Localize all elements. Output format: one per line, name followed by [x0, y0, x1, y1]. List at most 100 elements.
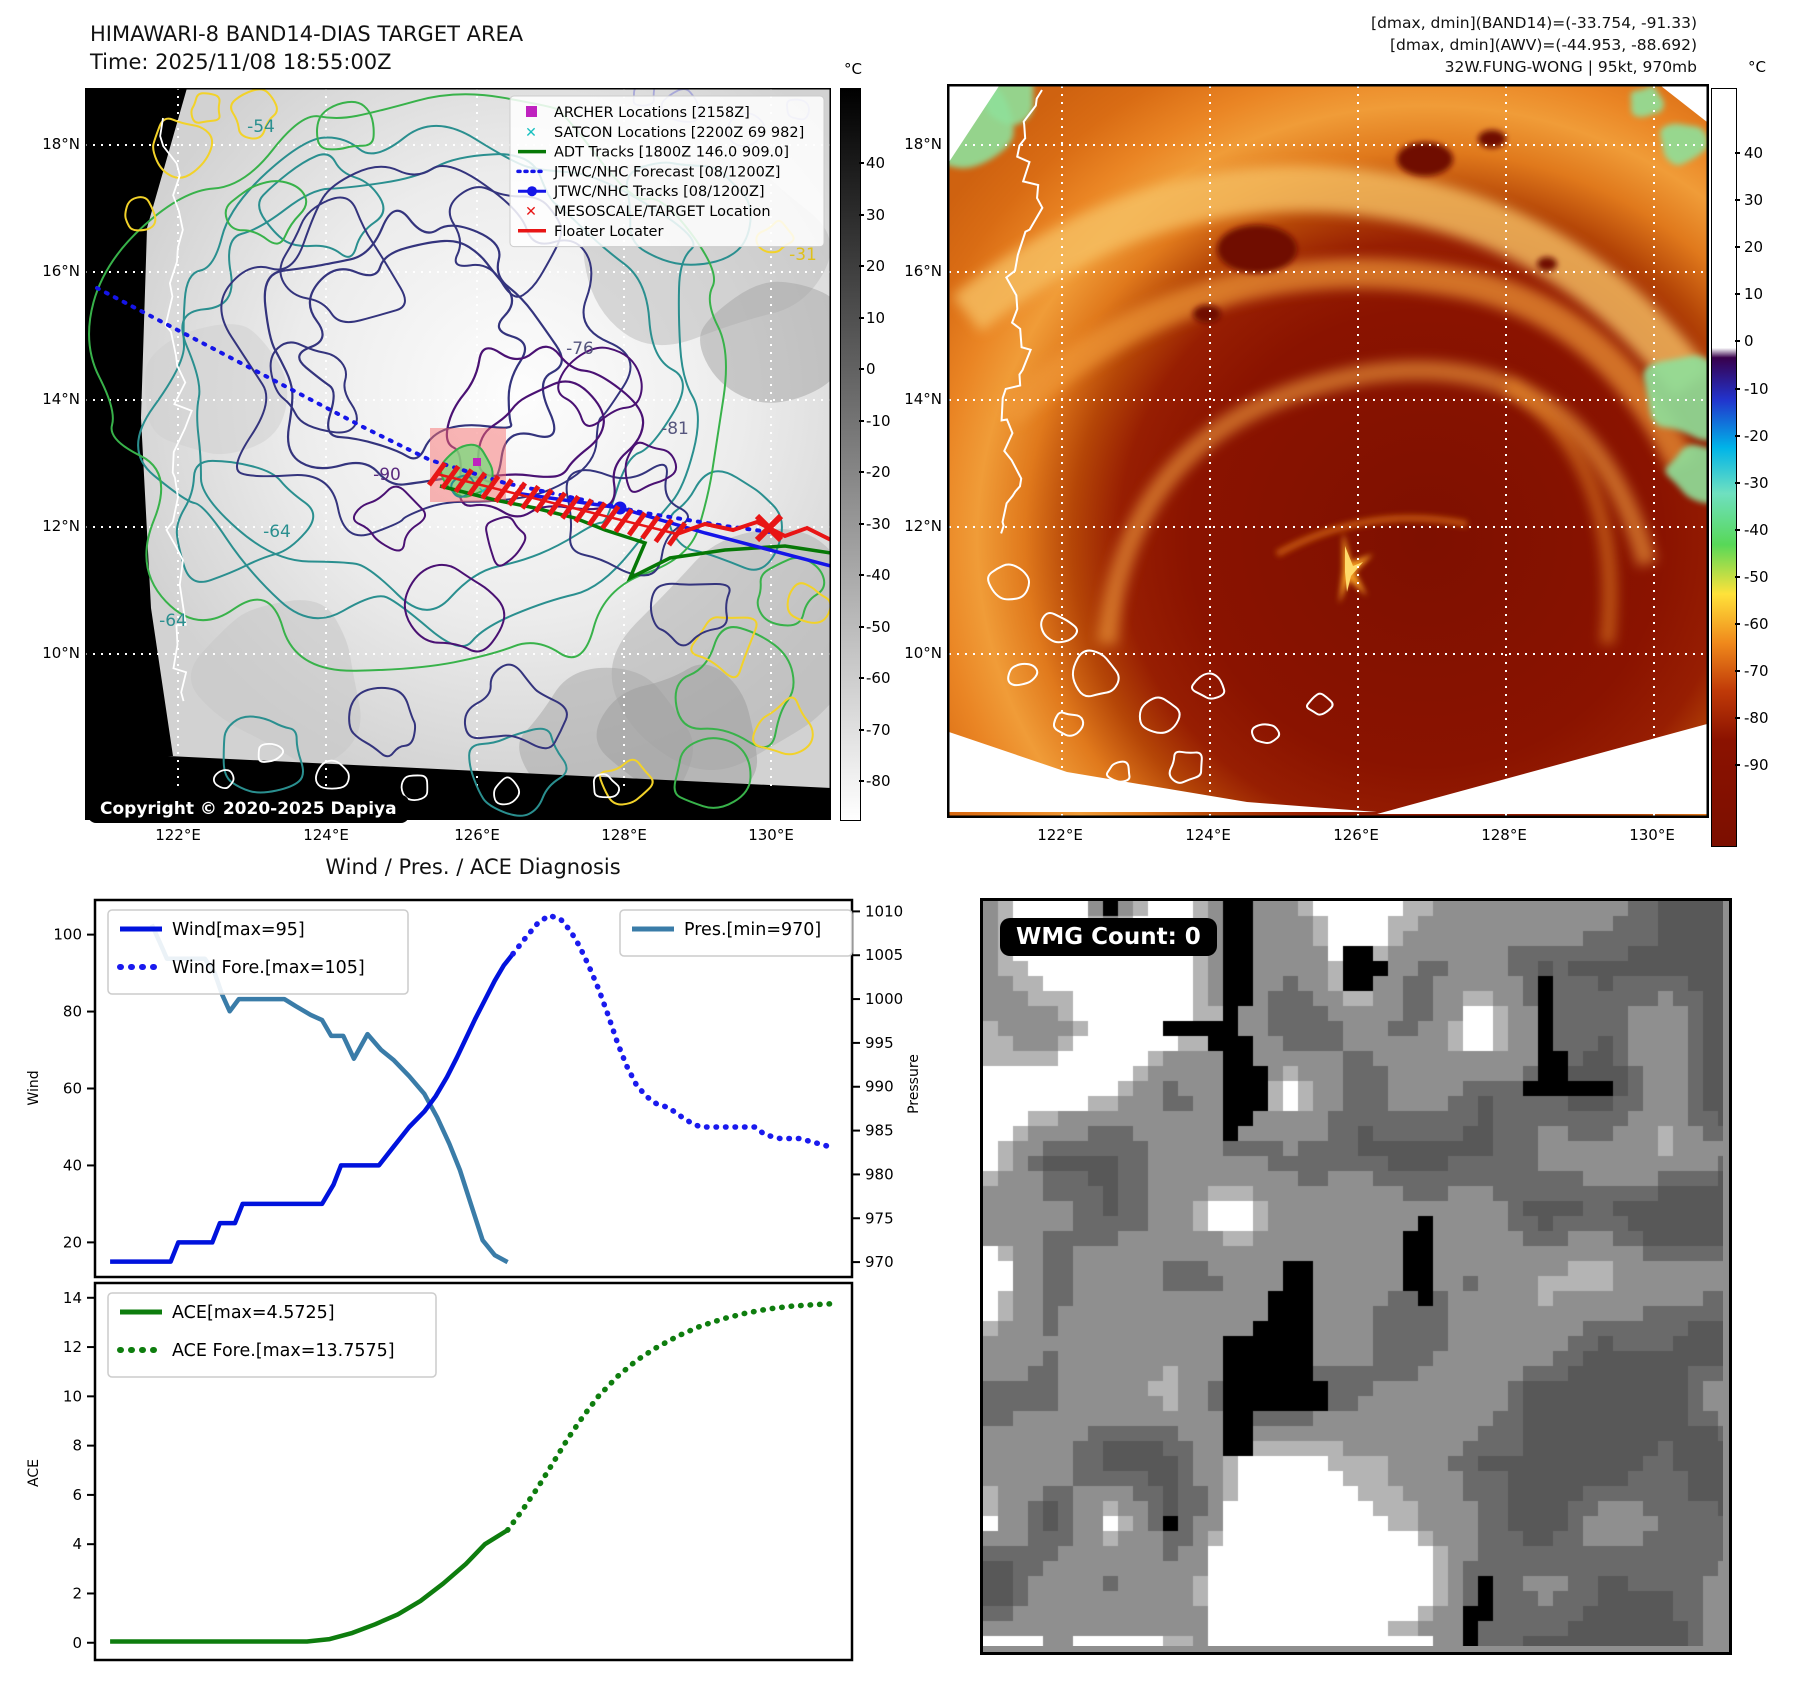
svg-text:980: 980	[865, 1165, 894, 1183]
svg-text:975: 975	[865, 1209, 894, 1227]
band14-lon-tick: 122°E	[155, 826, 201, 844]
awv-header-block: [dmax, dmin](BAND14)=(-33.754, -91.33) […	[1097, 12, 1697, 78]
awv-colorbar-tickmark	[1735, 481, 1740, 484]
diagnosis-chart-canvas: 2040608010097097598098599099510001005101…	[26, 898, 922, 1662]
svg-text:0: 0	[72, 1634, 82, 1652]
band14-legend-label: MESOSCALE/TARGET Location	[554, 204, 771, 220]
band14-colorbar-tickmark	[859, 522, 864, 525]
band14-colorbar-tick: -40	[866, 566, 891, 584]
svg-text:4: 4	[72, 1535, 82, 1553]
band14-lat-tick: 18°N	[42, 135, 80, 153]
band14-colorbar-tick: 40	[866, 154, 886, 172]
svg-text:995: 995	[865, 1034, 894, 1052]
svg-text:1005: 1005	[865, 946, 903, 964]
svg-text:✕: ✕	[525, 125, 537, 141]
chart-legend-label: Pres.[min=970]	[684, 920, 821, 940]
awv-colorbar-tick: -80	[1744, 709, 1769, 728]
band14-colorbar-tickmark	[859, 265, 864, 267]
chart-legend-label: ACE[max=4.5725]	[172, 1303, 335, 1323]
band14-colorbar-tickmark	[859, 574, 864, 576]
awv-lat-tick: 12°N	[904, 517, 942, 535]
band14-legend-label: ARCHER Locations [2158Z]	[554, 105, 750, 121]
band14-legend-label: JTWC/NHC Tracks [08/1200Z]	[553, 184, 765, 200]
contour-label: -76	[566, 339, 594, 359]
band14-colorbar-tick: -10	[866, 411, 891, 430]
band14-colorbar-tick: -80	[866, 772, 891, 790]
awv-colorbar-tick: -30	[1744, 473, 1769, 492]
contour-label: -64	[263, 522, 291, 542]
awv-colorbar-tick: 0	[1744, 332, 1754, 351]
awv-lat-tick: 14°N	[904, 390, 942, 408]
contour-label: -81	[661, 419, 689, 439]
band14-lat-tick: 16°N	[42, 262, 80, 280]
awv-colorbar-tick: -20	[1744, 426, 1769, 445]
svg-text:10: 10	[63, 1387, 82, 1405]
series-ACE[max=4.5725]	[110, 1528, 509, 1644]
awv-colorbar-tick: 40	[1744, 144, 1764, 162]
awv-lon-tick: 130°E	[1629, 826, 1675, 844]
chart-legend-label: ACE Fore.[max=13.7575]	[172, 1341, 395, 1361]
wmg-grid-image	[983, 901, 1723, 1646]
svg-text:1010: 1010	[865, 902, 903, 920]
awv-colorbar-tickmark	[1735, 623, 1740, 625]
band14-colorbar-tick: 30	[866, 205, 886, 224]
chart-legend-label: Wind[max=95]	[172, 920, 305, 940]
band14-colorbar-tickmark	[859, 471, 864, 473]
awv-lon-tick: 126°E	[1333, 826, 1379, 844]
contour-label: -54	[247, 117, 275, 137]
band14-lon-tick: 128°E	[601, 826, 647, 844]
chart-legend-label: Wind Fore.[max=105]	[172, 958, 365, 978]
awv-lon-tick: 122°E	[1037, 826, 1083, 844]
awv-map-canvas	[913, 65, 1735, 818]
storm-id-intensity: 32W.FUNG-WONG | 95kt, 970mb	[1444, 58, 1697, 76]
band14-colorbar-tick: -70	[866, 720, 891, 739]
awv-colorbar-tickmark	[1735, 575, 1740, 578]
band14-colorbar-tick: -60	[866, 669, 891, 687]
band14-colorbar-tickmark	[859, 677, 864, 679]
band14-colorbar-tick: 20	[866, 257, 886, 275]
band14-map: ✕ -76 -81 -90 -64 -64 -54 -31 ARCHER Locations […	[85, 83, 869, 832]
awv-colorbar-tickmark	[1735, 152, 1740, 154]
band14-colorbar-tickmark	[859, 162, 864, 164]
band14-legend-label: JTWC/NHC Forecast [08/1200Z]	[553, 164, 780, 180]
band14-colorbar-tickmark	[859, 780, 864, 782]
band14-lon-tick: 130°E	[748, 826, 794, 844]
band14-legend-label: SATCON Locations [2200Z 69 982]	[554, 125, 804, 141]
series-Wind Fore.[max=105]	[510, 912, 831, 1149]
band14-colorbar-tickmark	[859, 419, 864, 422]
awv-colorbar-tickmark	[1735, 717, 1740, 720]
svg-text:40: 40	[63, 1156, 82, 1174]
svg-text:2: 2	[72, 1584, 82, 1602]
awv-colorbar-tick: -70	[1744, 662, 1769, 681]
awv-colorbar-unit: °C	[1748, 58, 1766, 76]
awv-map	[913, 65, 1735, 818]
awv-colorbar-tick: 20	[1744, 238, 1764, 257]
band14-colorbar-tick: 10	[866, 308, 886, 327]
awv-colorbar-tick: 10	[1744, 285, 1764, 304]
dmax-dmin-band14: [dmax, dmin](BAND14)=(-33.754, -91.33)	[1371, 14, 1697, 32]
band14-colorbar-tickmark	[859, 728, 864, 731]
band14-colorbar-tick: 0	[866, 360, 876, 378]
awv-colorbar-tick: -90	[1744, 756, 1769, 775]
awv-colorbar-tickmark	[1735, 340, 1740, 343]
svg-text:100: 100	[53, 926, 82, 944]
band14-colorbar-tickmark	[859, 368, 864, 370]
awv-colorbar-tick: -40	[1744, 520, 1769, 539]
svg-text:14: 14	[63, 1289, 82, 1307]
awv-colorbar-tickmark	[1735, 293, 1740, 296]
wmg-count-badge: WMG Count: 0	[1000, 918, 1217, 956]
contour-label: -90	[373, 465, 401, 485]
svg-text:Pressure: Pressure	[906, 1054, 922, 1114]
svg-text:✕: ✕	[478, 485, 489, 500]
svg-text:ACE: ACE	[26, 1459, 42, 1487]
awv-colorbar-tick: -50	[1744, 567, 1769, 586]
awv-colorbar	[1711, 88, 1737, 847]
series-ACE Fore.[max=13.7575]	[504, 1300, 836, 1533]
awv-lat-tick: 10°N	[904, 644, 942, 662]
contour-label: -31	[789, 245, 817, 265]
awv-colorbar-tickmark	[1735, 246, 1740, 249]
band14-lat-tick: 12°N	[42, 517, 80, 535]
band14-colorbar-unit: °C	[844, 60, 862, 78]
chart-legend: ACE[max=4.5725] ACE Fore.[max=13.7575]	[107, 1292, 437, 1378]
band14-legend: ARCHER Locations [2158Z] ✕ SATCON Location…	[509, 95, 825, 248]
